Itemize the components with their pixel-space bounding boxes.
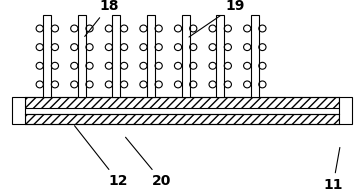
Bar [112,15,120,97]
Text: 18: 18 [85,0,119,36]
Bar [25,114,339,124]
Bar [12,97,25,124]
Bar [251,15,259,97]
Text: 11: 11 [323,147,343,192]
Bar [25,97,339,108]
Bar [339,97,352,124]
Bar [43,15,51,97]
Bar [78,15,86,97]
Text: 12: 12 [75,126,128,188]
Bar [147,15,155,97]
Bar [25,97,339,108]
Text: 19: 19 [189,0,245,37]
Bar [25,114,339,124]
Text: 20: 20 [126,137,172,188]
Bar [216,15,224,97]
Bar [182,15,190,97]
